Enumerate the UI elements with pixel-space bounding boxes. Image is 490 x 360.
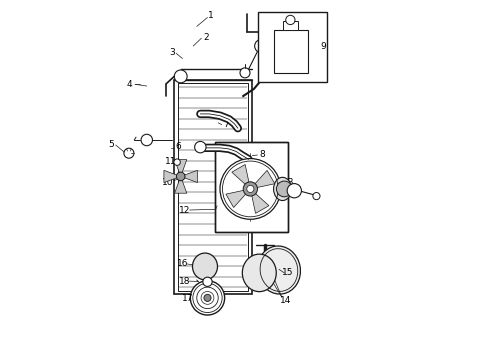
Circle shape [141,134,152,146]
Polygon shape [226,190,246,207]
Bar [258,12,327,82]
Polygon shape [185,170,197,183]
Circle shape [240,68,250,78]
Circle shape [203,277,212,287]
Circle shape [174,159,180,165]
Polygon shape [255,170,275,188]
Polygon shape [174,180,187,193]
Text: 9: 9 [321,41,326,50]
Text: 2: 2 [203,33,209,42]
Ellipse shape [193,253,218,280]
Polygon shape [252,193,269,213]
Polygon shape [232,165,249,185]
Ellipse shape [243,254,276,292]
Bar [215,143,288,232]
Ellipse shape [273,177,292,201]
Bar [178,83,248,292]
Polygon shape [164,170,177,183]
Circle shape [174,70,187,83]
Text: 17: 17 [182,294,194,303]
Ellipse shape [257,246,300,294]
Circle shape [286,15,295,24]
Text: 13: 13 [283,178,294,187]
Circle shape [247,185,254,193]
Circle shape [195,141,206,153]
Circle shape [255,40,268,53]
Text: 16: 16 [177,260,188,269]
Text: 5: 5 [108,140,114,149]
Text: 4: 4 [126,80,132,89]
Circle shape [243,182,258,196]
Polygon shape [174,159,187,172]
Text: 11: 11 [165,157,176,166]
Text: 7: 7 [223,120,229,129]
Text: 6: 6 [175,142,181,151]
Circle shape [313,193,320,200]
Circle shape [287,184,301,198]
Circle shape [276,181,292,197]
Circle shape [204,294,211,301]
Bar [283,21,297,30]
Circle shape [124,148,134,158]
Text: 10: 10 [163,178,174,187]
Text: 8: 8 [259,150,265,159]
Text: 14: 14 [280,296,291,305]
Circle shape [190,281,224,315]
Circle shape [176,172,185,181]
Circle shape [220,158,281,219]
Text: 1: 1 [208,11,214,20]
Text: 15: 15 [282,268,294,277]
Bar [173,80,252,294]
Text: 12: 12 [178,206,190,215]
Bar [273,30,308,73]
Text: 18: 18 [178,276,190,285]
Text: 3: 3 [169,48,174,57]
Bar [215,143,288,232]
